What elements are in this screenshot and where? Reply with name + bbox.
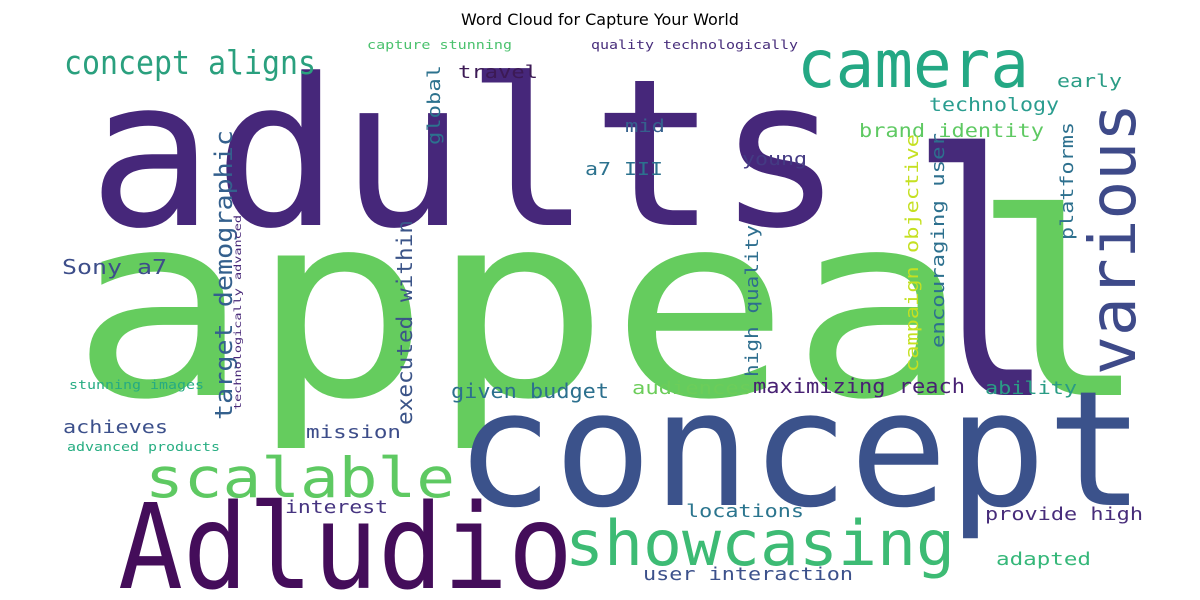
- word-global: global: [424, 65, 445, 145]
- word-achieves: achieves: [63, 417, 168, 438]
- word-locations: locations: [686, 501, 804, 522]
- chart-title: Word Cloud for Capture Your World: [461, 10, 739, 29]
- word-adults: adults: [88, 36, 843, 274]
- word-technology: technology: [929, 94, 1059, 116]
- word-maximizing-reach: maximizing reach: [753, 374, 965, 398]
- word-mid: mid: [625, 116, 665, 137]
- word-stunning-images: stunning images: [69, 378, 204, 392]
- word-platforms: platforms: [1057, 122, 1078, 240]
- word-quality-technologically: quality technologically: [591, 38, 798, 52]
- word-concept: concept: [455, 356, 1145, 543]
- word-given-budget: given budget: [451, 379, 609, 403]
- word-capture-stunning: capture stunning: [367, 38, 512, 52]
- word-various: various: [1077, 103, 1151, 375]
- word-user-interaction: user interaction: [643, 564, 853, 585]
- word-audiences: audiences: [632, 378, 752, 399]
- word-interest: interest: [285, 497, 388, 518]
- word-mission: mission: [306, 422, 401, 443]
- word-brand-identity: brand identity: [859, 120, 1044, 142]
- word-target-demographic: target demographic: [210, 130, 238, 420]
- word-advanced-products: advanced products: [67, 440, 220, 454]
- word-provide-high: provide high: [985, 504, 1143, 525]
- word-encouraging-user: encouraging user: [928, 133, 949, 348]
- word-ability: ability: [985, 378, 1077, 399]
- word-concept-aligns: concept aligns: [64, 43, 316, 82]
- word-campaign-objective: campaign objective: [902, 134, 923, 372]
- word-technologically-advanced: technologically advanced: [233, 215, 244, 410]
- word-early: early: [1057, 71, 1122, 92]
- word-travel: travel: [458, 62, 538, 83]
- word-camera: camera: [797, 26, 1029, 103]
- word-adludio: Adludio: [118, 478, 573, 600]
- word-showcasing: showcasing: [565, 507, 955, 580]
- word-young: young: [742, 149, 807, 170]
- word-sony-a7: Sony a7: [62, 255, 167, 279]
- word-scalable: scalable: [145, 446, 455, 510]
- word-a7-iii: a7 III: [585, 159, 663, 180]
- word-high-quality: high quality: [742, 225, 763, 377]
- word-l: l: [910, 85, 1055, 475]
- word-adapted: adapted: [996, 549, 1091, 570]
- word-executed-within: executed within: [393, 220, 417, 425]
- word-appeal: appeal: [70, 159, 1150, 456]
